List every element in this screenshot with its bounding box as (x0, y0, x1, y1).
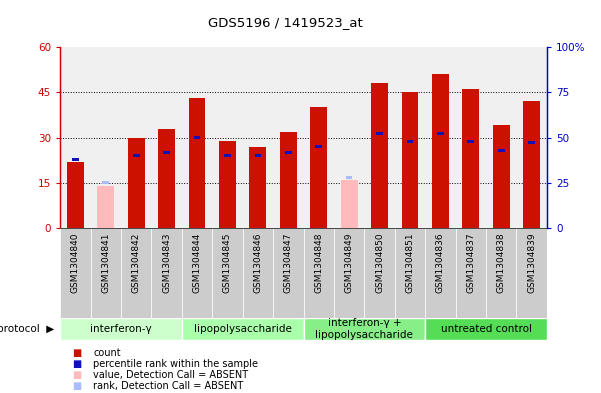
Text: count: count (93, 348, 121, 358)
Text: GSM1304851: GSM1304851 (406, 232, 415, 293)
Bar (456, 228, 486, 318)
Text: protocol  ▶: protocol ▶ (0, 324, 54, 334)
Bar (426, 228, 456, 318)
Text: GSM1304846: GSM1304846 (254, 232, 263, 293)
Bar (528, 141, 535, 145)
Bar (371, 83, 388, 228)
Bar (364, 228, 395, 318)
Bar (91, 228, 121, 318)
Bar (97, 186, 114, 228)
Text: interferon-γ +
lipopolysaccharide: interferon-γ + lipopolysaccharide (316, 318, 413, 340)
Text: GSM1304848: GSM1304848 (314, 232, 323, 293)
Text: interferon-γ: interferon-γ (90, 324, 152, 334)
Bar (432, 74, 449, 228)
Bar (486, 228, 516, 318)
Bar (376, 132, 383, 136)
Text: rank, Detection Call = ABSENT: rank, Detection Call = ABSENT (93, 381, 243, 391)
Bar (285, 151, 291, 154)
Bar (224, 154, 231, 157)
Text: percentile rank within the sample: percentile rank within the sample (93, 359, 258, 369)
Text: GSM1304838: GSM1304838 (497, 232, 506, 293)
Bar (395, 228, 426, 318)
Bar (426, 318, 547, 340)
Text: GSM1304839: GSM1304839 (527, 232, 536, 293)
Bar (304, 228, 334, 318)
Text: ■: ■ (72, 348, 81, 358)
Bar (346, 176, 353, 179)
Bar (163, 151, 170, 154)
Bar (437, 132, 444, 136)
Bar (182, 228, 212, 318)
Bar (304, 318, 426, 340)
Bar (310, 107, 327, 228)
Bar (158, 129, 175, 228)
Bar (194, 136, 200, 139)
Text: untreated control: untreated control (441, 324, 531, 334)
Bar (189, 98, 206, 228)
Bar (468, 140, 474, 143)
Bar (249, 147, 266, 228)
Bar (182, 318, 304, 340)
Bar (128, 138, 144, 228)
Text: ■: ■ (72, 370, 81, 380)
Bar (341, 180, 358, 228)
Bar (60, 318, 182, 340)
Text: GSM1304842: GSM1304842 (132, 232, 141, 293)
Bar (121, 228, 151, 318)
Bar (493, 125, 510, 228)
Text: GDS5196 / 1419523_at: GDS5196 / 1419523_at (208, 16, 363, 29)
Text: GSM1304849: GSM1304849 (344, 232, 353, 293)
Text: GSM1304847: GSM1304847 (284, 232, 293, 293)
Text: ■: ■ (72, 359, 81, 369)
Text: GSM1304843: GSM1304843 (162, 232, 171, 293)
Bar (72, 158, 79, 161)
Bar (102, 181, 109, 184)
Bar (60, 228, 91, 318)
Bar (463, 89, 479, 228)
Bar (273, 228, 304, 318)
Bar (254, 154, 261, 157)
Bar (243, 228, 273, 318)
Text: lipopolysaccharide: lipopolysaccharide (194, 324, 291, 334)
Text: GSM1304836: GSM1304836 (436, 232, 445, 293)
Bar (280, 132, 297, 228)
Bar (516, 228, 547, 318)
Bar (498, 149, 505, 152)
Bar (212, 228, 243, 318)
Text: value, Detection Call = ABSENT: value, Detection Call = ABSENT (93, 370, 248, 380)
Bar (401, 92, 418, 228)
Bar (523, 101, 540, 228)
Text: GSM1304844: GSM1304844 (192, 232, 201, 293)
Bar (151, 228, 182, 318)
Text: GSM1304845: GSM1304845 (223, 232, 232, 293)
Bar (407, 140, 413, 143)
Bar (316, 145, 322, 148)
Text: GSM1304840: GSM1304840 (71, 232, 80, 293)
Text: ■: ■ (72, 381, 81, 391)
Bar (334, 228, 364, 318)
Text: GSM1304837: GSM1304837 (466, 232, 475, 293)
Bar (219, 141, 236, 228)
Text: GSM1304841: GSM1304841 (101, 232, 110, 293)
Text: GSM1304850: GSM1304850 (375, 232, 384, 293)
Bar (67, 162, 84, 228)
Bar (133, 154, 139, 157)
